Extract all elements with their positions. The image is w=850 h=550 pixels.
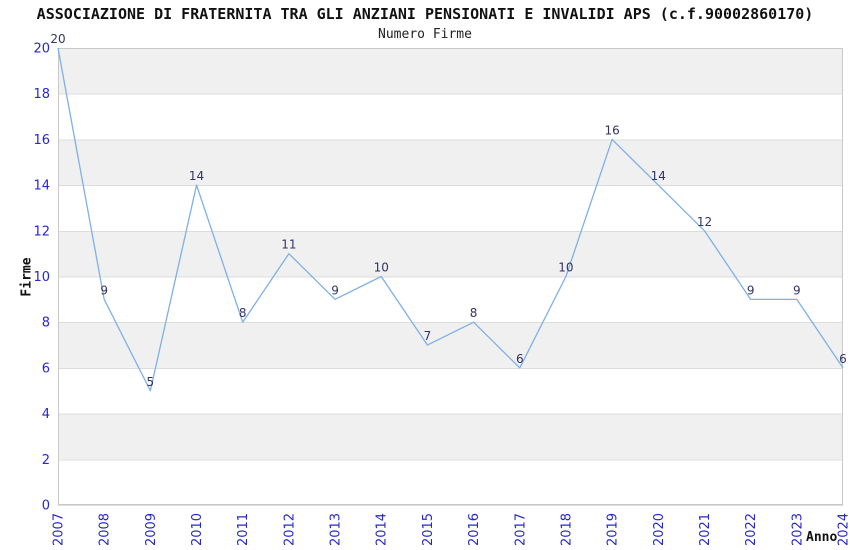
- y-tick-label: 0: [42, 499, 50, 514]
- data-point-label: 14: [651, 169, 666, 183]
- plot-band: [58, 185, 843, 231]
- x-tick-label: 2018: [559, 513, 574, 546]
- x-tick-label: 2015: [421, 513, 436, 546]
- x-tick-label: 2010: [190, 513, 205, 546]
- plot-band: [58, 413, 843, 460]
- x-tick-label: 2016: [467, 513, 482, 546]
- data-point-label: 8: [239, 306, 247, 320]
- y-tick-label: 16: [33, 133, 50, 148]
- x-tick-label: 2021: [698, 513, 713, 546]
- x-tick-label: 2008: [98, 513, 113, 546]
- x-axis-title: Anno: [806, 530, 838, 545]
- y-tick-label: 8: [42, 316, 50, 331]
- data-point-label: 9: [747, 283, 755, 297]
- data-point-label: 16: [604, 123, 619, 137]
- y-tick-label: 12: [33, 224, 50, 239]
- plot-band: [58, 276, 843, 323]
- x-tick-label: 2012: [282, 513, 297, 546]
- x-tick-label: 2019: [606, 513, 621, 546]
- plot-band: [58, 139, 843, 186]
- plot-band: [58, 93, 843, 140]
- data-point-label: 20: [50, 32, 65, 46]
- plot-band: [58, 48, 843, 94]
- x-tick-label: 2013: [329, 513, 344, 546]
- data-point-label: 9: [100, 283, 108, 297]
- y-tick-label: 6: [42, 361, 50, 376]
- data-point-label: 6: [839, 352, 847, 366]
- data-point-label: 11: [281, 238, 296, 252]
- x-tick-label: 2009: [144, 513, 159, 546]
- plot-band: [58, 230, 843, 277]
- y-tick-label: 18: [33, 87, 50, 102]
- y-tick-label: 20: [33, 42, 50, 57]
- y-tick-label: 14: [33, 179, 50, 194]
- chart-subtitle: Numero Firme: [378, 27, 472, 42]
- x-tick-label: 2023: [790, 513, 805, 546]
- y-tick-label: 10: [33, 270, 50, 285]
- y-tick-label: 4: [42, 407, 50, 422]
- x-tick-label: 2014: [375, 513, 390, 546]
- plot-band: [58, 367, 843, 414]
- data-point-label: 10: [374, 261, 389, 275]
- x-tick-label: 2024: [837, 513, 850, 546]
- data-point-label: 7: [424, 329, 432, 343]
- data-point-label: 10: [558, 261, 573, 275]
- x-tick-label: 2011: [236, 513, 251, 546]
- data-point-label: 12: [697, 215, 712, 229]
- data-point-label: 9: [793, 283, 801, 297]
- chart-title: ASSOCIAZIONE DI FRATERNITA TRA GLI ANZIA…: [36, 5, 814, 23]
- plot-frame: [58, 48, 843, 505]
- data-point-label: 8: [470, 306, 478, 320]
- plot-band: [58, 459, 843, 505]
- plot-band: [58, 322, 843, 368]
- data-point-label: 9: [331, 283, 339, 297]
- data-point-label: 5: [147, 375, 155, 389]
- x-tick-label: 2022: [744, 513, 759, 546]
- data-point-label: 14: [189, 169, 204, 183]
- y-tick-label: 2: [42, 453, 50, 468]
- x-tick-label: 2007: [52, 513, 67, 546]
- x-tick-label: 2017: [513, 513, 528, 546]
- data-point-label: 6: [516, 352, 524, 366]
- x-tick-label: 2020: [652, 513, 667, 546]
- data-line: [57, 47, 844, 392]
